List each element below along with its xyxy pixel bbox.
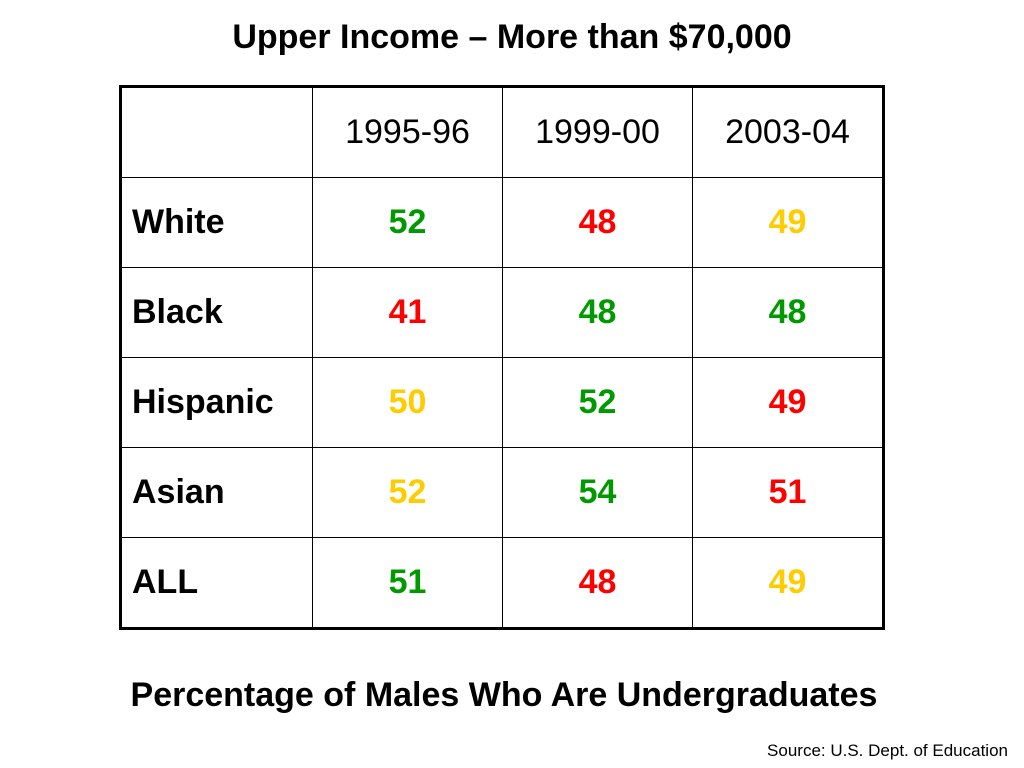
table-row: Black 41 48 48 [120, 267, 884, 358]
table-row: Hispanic 50 52 49 [120, 357, 884, 448]
value-cell: 49 [692, 177, 884, 268]
row-label: ALL [120, 537, 313, 629]
value-cell: 52 [312, 177, 503, 268]
data-table: 1995-96 1999-00 2003-04 White 52 48 49 Black 41 4… [119, 85, 885, 630]
column-header: 2003-04 [692, 86, 884, 178]
table-row: White 52 48 49 [120, 177, 884, 268]
value-cell: 48 [502, 177, 693, 268]
row-label: Asian [120, 447, 313, 538]
value-cell: 49 [692, 357, 884, 448]
title: Upper Income – More than $70,000 [232, 18, 792, 56]
value-cell: 48 [692, 267, 884, 358]
column-header: 1995-96 [312, 86, 503, 178]
value-cell: 41 [312, 267, 503, 358]
table-row: Asian 52 54 51 [120, 447, 884, 538]
corner-cell [120, 86, 313, 178]
row-label: Hispanic [120, 357, 313, 448]
value-cell: 51 [312, 537, 503, 629]
value-cell: 52 [312, 447, 503, 538]
header-row: 1995-96 1999-00 2003-04 [120, 86, 884, 178]
row-label: Black [120, 267, 313, 358]
value-cell: 52 [502, 357, 693, 448]
source: Source: U.S. Dept. of Education [767, 741, 1008, 760]
value-cell: 49 [692, 537, 884, 629]
row-label: White [120, 177, 313, 268]
value-cell: 48 [502, 267, 693, 358]
value-cell: 48 [502, 537, 693, 629]
value-cell: 50 [312, 357, 503, 448]
caption: Percentage of Males Who Are Undergraduat… [130, 676, 878, 714]
value-cell: 54 [502, 447, 693, 538]
table-row: ALL 51 48 49 [120, 537, 884, 629]
value-cell: 51 [692, 447, 884, 538]
column-header: 1999-00 [502, 86, 693, 178]
